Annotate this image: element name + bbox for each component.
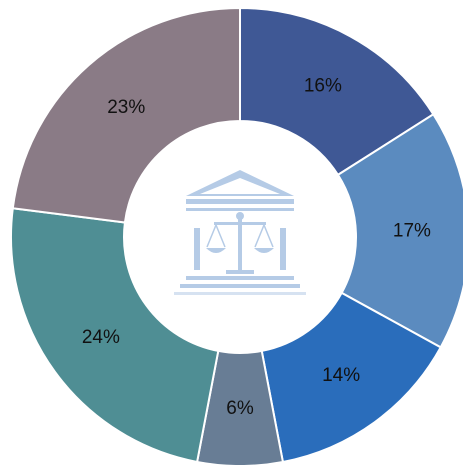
scale-pans: [206, 248, 274, 253]
slice: [239, 6, 435, 177]
value-label: 16%: [304, 75, 342, 96]
beam: [186, 208, 294, 211]
scale-top: [236, 212, 244, 220]
courthouse-icon: [174, 170, 306, 295]
slice: [336, 112, 463, 349]
scale-base: [226, 270, 254, 274]
value-label: 24%: [82, 327, 120, 348]
value-label: 17%: [393, 221, 431, 242]
column: [280, 228, 286, 270]
scale-strings: [206, 224, 274, 248]
value-label: 14%: [322, 365, 360, 386]
scale-post: [238, 214, 242, 272]
slice: [11, 6, 241, 224]
step: [180, 284, 300, 288]
slice: [10, 207, 220, 464]
value-label: 23%: [107, 97, 145, 118]
value-label: 6%: [226, 398, 254, 419]
scale-arm: [214, 222, 266, 225]
step: [174, 292, 306, 295]
column: [194, 228, 200, 270]
beam: [186, 199, 294, 204]
slices: [10, 6, 463, 465]
step: [186, 276, 294, 280]
roof-inner: [200, 178, 280, 194]
